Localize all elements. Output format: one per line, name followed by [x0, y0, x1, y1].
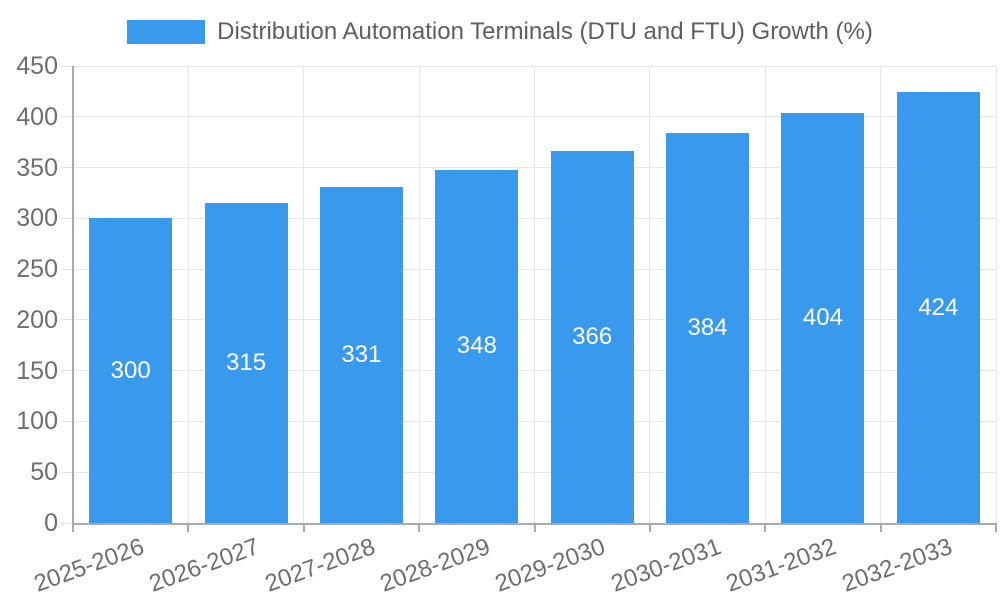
- y-tick-label: 0: [44, 509, 58, 537]
- y-tick-label: 100: [16, 407, 58, 436]
- x-tick-label: 2027-2028: [261, 533, 379, 598]
- x-tick-label: 2025-2026: [30, 533, 148, 598]
- bar-value-label: 348: [456, 332, 497, 360]
- gridline-x: [303, 66, 305, 523]
- x-axis-tick: [72, 525, 74, 532]
- bar-value-label: 404: [802, 303, 843, 331]
- x-tick-label: 2031-2032: [722, 533, 840, 598]
- bar[interactable]: [204, 203, 288, 523]
- gridline-x: [995, 66, 997, 523]
- y-axis-tick: [61, 370, 73, 372]
- x-axis-tick: [995, 525, 997, 532]
- x-axis-tick: [418, 525, 421, 532]
- y-axis-line: [72, 66, 74, 525]
- x-tick-label: 2032-2033: [838, 533, 956, 598]
- bar-value-label: 366: [572, 323, 613, 351]
- y-axis-tick: [61, 167, 73, 169]
- x-tick-label: 2029-2030: [491, 533, 610, 598]
- y-axis-tick: [61, 65, 73, 67]
- legend[interactable]: Distribution Automation Terminals (DTU a…: [0, 20, 1000, 44]
- y-axis-tick: [61, 522, 73, 524]
- y-tick-label: 50: [30, 458, 58, 487]
- y-axis-tick: [61, 217, 73, 219]
- gridline-x: [649, 66, 651, 523]
- legend-swatch-icon: [127, 20, 206, 44]
- legend-label: Distribution Automation Terminals (DTU a…: [217, 18, 873, 45]
- x-axis-tick: [648, 525, 651, 532]
- bar-value-label: 315: [226, 349, 267, 377]
- gridline-x: [880, 66, 882, 523]
- gridline-x: [187, 66, 189, 523]
- y-axis-tick: [61, 268, 73, 270]
- bar[interactable]: [550, 151, 634, 523]
- y-tick-label: 250: [16, 255, 58, 284]
- bar[interactable]: [896, 92, 980, 523]
- y-axis-tick: [61, 420, 73, 422]
- bar-value-label: 424: [918, 293, 959, 321]
- y-tick-label: 350: [16, 153, 58, 182]
- bar[interactable]: [781, 112, 865, 523]
- bar[interactable]: [319, 186, 403, 523]
- y-axis-tick: [61, 319, 73, 321]
- bar-value-label: 300: [110, 356, 151, 384]
- x-tick-label: 2028-2029: [376, 533, 494, 598]
- x-axis-tick: [302, 525, 305, 532]
- y-tick-label: 450: [16, 52, 58, 80]
- x-axis-tick: [187, 525, 190, 532]
- y-tick-label: 400: [16, 102, 58, 131]
- bar-value-label: 331: [341, 340, 382, 368]
- x-axis-line: [72, 523, 997, 525]
- y-axis-tick: [61, 116, 73, 118]
- gridline-x: [764, 66, 766, 523]
- x-axis-tick: [764, 525, 767, 532]
- bar[interactable]: [666, 133, 750, 523]
- bar-value-label: 384: [687, 314, 728, 341]
- x-tick-label: 2026-2027: [145, 533, 263, 598]
- x-tick-label: 2030-2031: [607, 533, 725, 598]
- gridline-x: [534, 66, 535, 523]
- y-axis-tick: [61, 471, 73, 473]
- y-tick-label: 300: [16, 204, 58, 233]
- gridline-x: [418, 66, 420, 523]
- bar[interactable]: [89, 218, 173, 523]
- x-axis-tick: [533, 525, 536, 532]
- x-axis-tick: [879, 525, 882, 532]
- y-tick-label: 150: [16, 356, 58, 385]
- bar[interactable]: [435, 169, 519, 523]
- y-tick-label: 200: [16, 305, 58, 334]
